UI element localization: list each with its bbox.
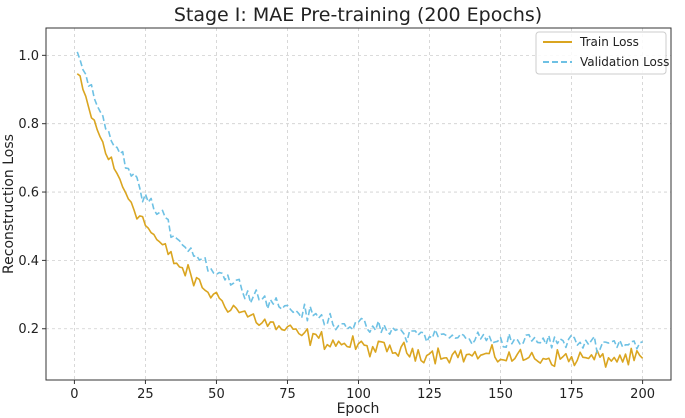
legend-label-train-loss: Train Loss xyxy=(579,35,639,49)
x-tick-label: 175 xyxy=(559,387,584,402)
series-layer xyxy=(76,51,644,368)
y-tick-label: 0.2 xyxy=(18,322,39,337)
y-tick-label: 0.6 xyxy=(18,186,39,201)
series-line-train-loss xyxy=(76,73,644,368)
x-tick-label: 75 xyxy=(279,387,296,402)
y-axis-title: Reconstruction Loss xyxy=(1,134,17,274)
y-tick-label: 1.0 xyxy=(18,49,39,64)
y-tick-label: 0.8 xyxy=(18,117,39,132)
x-tick-label: 100 xyxy=(346,387,371,402)
x-tick-label: 125 xyxy=(417,387,442,402)
legend-label-validation-loss: Validation Loss xyxy=(580,55,669,69)
x-tick-label: 0 xyxy=(70,387,78,402)
grid xyxy=(46,28,671,380)
ticks: 0 25 50 75 100 125 150 175 200 0.2 0.4 0.6 0.8 1.0 xyxy=(18,49,655,402)
x-tick-label: 200 xyxy=(630,387,655,402)
legend: Train Loss Validation Loss xyxy=(535,31,669,75)
chart-title: Stage I: MAE Pre-training (200 Epochs) xyxy=(174,4,542,26)
x-tick-label: 25 xyxy=(137,387,154,402)
series-line-validation-loss xyxy=(76,51,643,354)
y-tick-label: 0.4 xyxy=(18,254,39,269)
x-tick-label: 50 xyxy=(208,387,225,402)
x-axis-title: Epoch xyxy=(337,401,380,417)
x-tick-label: 150 xyxy=(488,387,513,402)
